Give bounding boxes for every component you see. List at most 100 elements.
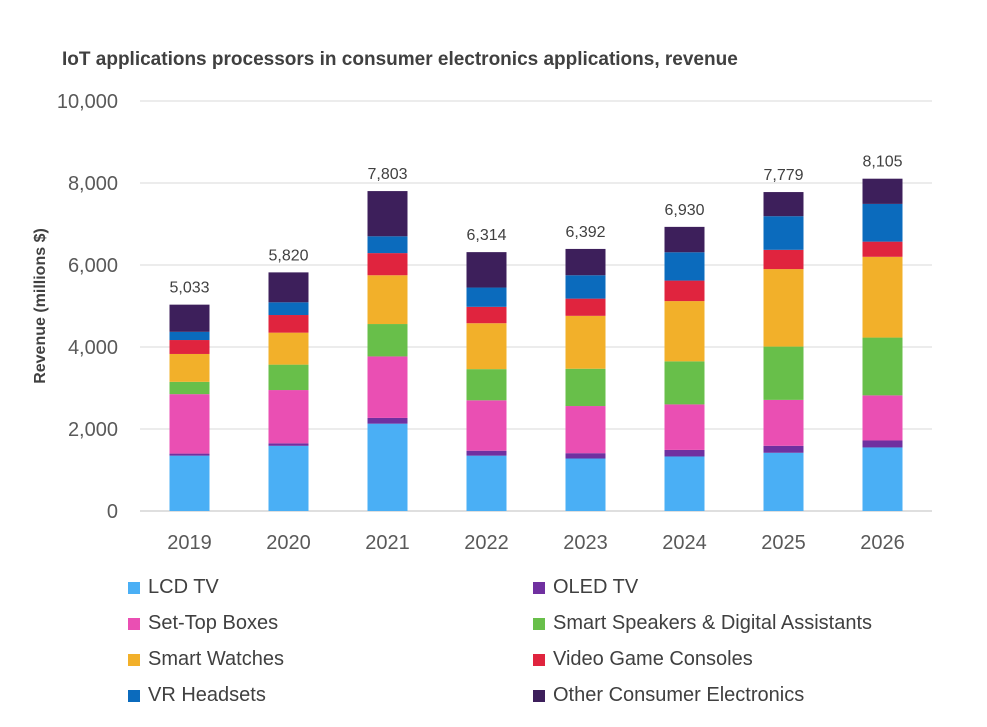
- bar-segment: [763, 452, 804, 511]
- bar-segment: [862, 241, 903, 257]
- bar-segment: [862, 447, 903, 511]
- legend-swatch: [533, 653, 545, 666]
- bar-segment: [664, 280, 705, 302]
- legend-item: LCD TV: [128, 576, 219, 599]
- legend-swatch: [128, 581, 140, 594]
- bar-segment: [367, 191, 408, 237]
- bar-segment: [169, 394, 210, 454]
- legend-item: Other Consumer Electronics: [533, 684, 804, 707]
- legend-label: VR Headsets: [148, 684, 266, 706]
- y-tick-label: 4,000: [68, 337, 118, 359]
- legend-item: Video Game Consoles: [533, 648, 753, 671]
- bar-segment: [367, 417, 408, 424]
- legend-label: Set-Top Boxes: [148, 612, 279, 634]
- bar-segment: [169, 353, 210, 382]
- y-tick-label: 0: [107, 501, 118, 523]
- bar-segment: [169, 453, 210, 456]
- bar-segment: [664, 252, 705, 281]
- bar-segment: [268, 272, 309, 303]
- bar-segment: [169, 304, 210, 332]
- legend-item: OLED TV: [533, 576, 638, 599]
- bar-segment: [169, 331, 210, 341]
- legend-swatch: [128, 689, 140, 702]
- bar-segment: [763, 249, 804, 270]
- y-tick-label: 8,000: [68, 173, 118, 195]
- bar-segment: [466, 455, 507, 511]
- bar-segment: [862, 178, 903, 204]
- x-tick-label: 2022: [464, 532, 509, 554]
- legend-item: VR Headsets: [128, 684, 266, 707]
- bar-segment: [466, 369, 507, 401]
- total-data-label: 8,105: [862, 154, 902, 171]
- legend-item: Set-Top Boxes: [128, 612, 278, 635]
- total-data-label: 5,820: [268, 247, 308, 264]
- bar-segment: [268, 364, 309, 391]
- bar-segment: [466, 323, 507, 370]
- bar-segment: [268, 302, 309, 316]
- legend-label: Other Consumer Electronics: [553, 684, 805, 706]
- bar-segment: [268, 390, 309, 444]
- legend-label: LCD TV: [148, 576, 219, 598]
- x-tick-label: 2025: [761, 532, 806, 554]
- bar-segment: [565, 406, 606, 454]
- legend-swatch: [533, 617, 545, 630]
- bar-segment: [565, 458, 606, 511]
- bar-segment: [664, 361, 705, 405]
- bar-segment: [367, 423, 408, 511]
- bar-segment: [565, 453, 606, 459]
- bar-segment: [466, 400, 507, 451]
- legend-swatch: [128, 653, 140, 666]
- bar-segment: [565, 275, 606, 299]
- bar-segment: [565, 248, 606, 276]
- bar-segment: [565, 315, 606, 369]
- total-data-label: 6,314: [466, 227, 506, 244]
- bar-segment: [763, 445, 804, 453]
- bar-segment: [763, 346, 804, 400]
- legend-label: OLED TV: [553, 576, 639, 598]
- bar-segment: [664, 226, 705, 253]
- bar-segment: [763, 269, 804, 347]
- bar-segment: [466, 252, 507, 288]
- bar-segment: [169, 455, 210, 511]
- total-data-label: 6,930: [664, 202, 704, 219]
- legend-item: Smart Speakers & Digital Assistants: [533, 612, 872, 635]
- bar-segment: [367, 324, 408, 357]
- bar-segment: [862, 440, 903, 448]
- bar-segment: [367, 275, 408, 325]
- total-data-label: 7,779: [763, 167, 803, 184]
- bar-segment: [268, 332, 309, 365]
- bar-segment: [664, 449, 705, 457]
- bar-segment: [466, 306, 507, 324]
- total-data-label: 7,803: [367, 166, 407, 183]
- total-data-label: 6,392: [565, 224, 605, 241]
- bar-segment: [862, 395, 903, 441]
- bar-segment: [466, 287, 507, 307]
- bar-segment: [763, 192, 804, 217]
- y-tick-label: 10,000: [57, 91, 118, 113]
- bar-segment: [664, 301, 705, 362]
- y-tick-label: 2,000: [68, 419, 118, 441]
- bar-segment: [664, 456, 705, 511]
- bar-segment: [862, 203, 903, 242]
- x-tick-label: 2020: [266, 532, 311, 554]
- bar-segment: [268, 443, 309, 446]
- legend-label: Smart Speakers & Digital Assistants: [553, 612, 873, 634]
- bar-segment: [565, 298, 606, 316]
- legend-swatch: [533, 581, 545, 594]
- x-tick-label: 2024: [662, 532, 707, 554]
- bar-segment: [862, 256, 903, 338]
- bar-segment: [664, 404, 705, 450]
- chart-title: IoT applications processors in consumer …: [62, 49, 738, 70]
- bar-segment: [466, 450, 507, 456]
- legend-swatch: [128, 617, 140, 630]
- bar-segment: [367, 236, 408, 254]
- bar-segment: [268, 445, 309, 511]
- y-tick-label: 6,000: [68, 255, 118, 277]
- y-axis-label: Revenue (millions $): [32, 228, 49, 384]
- total-data-label: 5,033: [169, 280, 209, 297]
- bar-segment: [763, 216, 804, 250]
- legend-label: Smart Watches: [148, 648, 284, 670]
- x-tick-label: 2026: [860, 532, 905, 554]
